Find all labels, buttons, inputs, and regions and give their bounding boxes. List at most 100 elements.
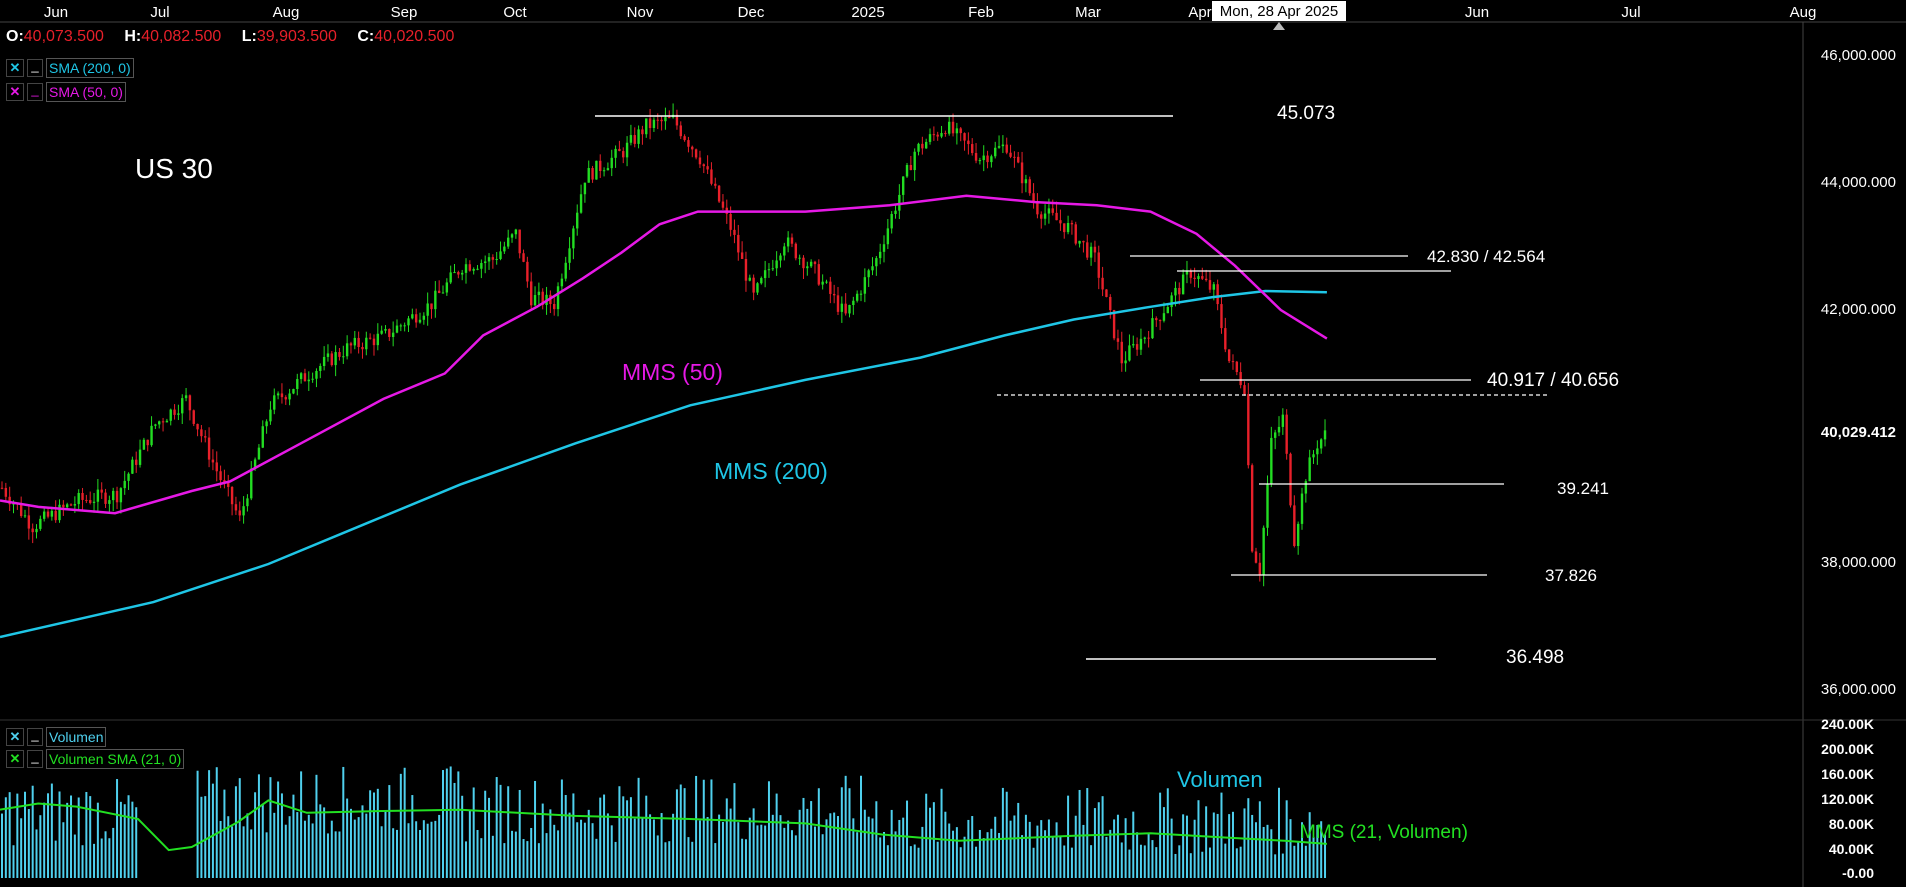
volume-bar [760,824,763,878]
legend-sma50-label[interactable]: SMA (50, 0) [46,82,126,102]
legend-volumen-label[interactable]: Volumen [46,727,107,747]
remove-volumen-sma-icon[interactable]: ✕ [6,750,24,768]
volume-bar [975,846,978,878]
volume-bar [277,781,280,878]
candle-body [12,503,15,505]
remove-sma200-icon[interactable]: ✕ [6,59,24,77]
candle-body [706,166,709,170]
candle-body [1254,551,1258,563]
legend-sma200-label[interactable]: SMA (200, 0) [46,58,134,78]
candle-body [1158,320,1162,322]
candle-body [414,314,418,323]
candle-body [380,330,383,334]
candle-body [1323,430,1327,440]
ohlc-open: 40,073.500 [23,28,104,45]
volume-bar [81,845,84,878]
volume-bar [649,814,652,878]
volume-bar [1051,837,1054,878]
volume-bar [1201,851,1204,878]
volume-bar [1021,835,1024,878]
candle-body [361,347,364,350]
candle-body [821,281,824,285]
volume-bar [1189,853,1192,878]
candle-body [625,142,629,158]
ohlc-readout: O:40,073.500 H:40,082.500 L:39,903.500 C… [6,28,470,46]
candle-body [1109,296,1112,311]
candle-body [1132,344,1135,346]
volume-bar [610,825,613,878]
candle-body [1074,224,1077,244]
candle-body [1250,465,1254,552]
candle-body [518,229,521,254]
hide-volumen-sma-icon[interactable]: _ [27,750,43,768]
candle-body [299,373,303,380]
volume-bar [1143,845,1146,878]
volume-bar [660,813,663,878]
volume-bar [944,811,947,878]
volume-bar [1155,847,1158,878]
volume-bar [215,767,218,878]
volume-bar [415,821,418,878]
candle-body [1162,313,1166,321]
candle-body [721,201,725,208]
remove-volumen-icon[interactable]: ✕ [6,728,24,746]
volume-bar [637,777,640,878]
volume-bar [338,831,341,878]
candle-body [483,261,487,264]
volume-bar [196,770,199,878]
candle-body [1319,439,1323,449]
volume-bar [315,774,318,878]
volume-bar [909,846,912,878]
candle-body [921,143,924,149]
volume-bar [522,839,525,878]
volume-bar [691,841,694,878]
month-label: Mar [1075,4,1101,21]
candle-body [1281,414,1285,427]
volume-bar [852,818,855,878]
volume-bars [1,766,1327,878]
volume-bar [856,832,859,878]
candle-body [963,133,966,141]
hide-sma200-icon[interactable]: _ [27,59,43,77]
candle-body [1028,179,1031,194]
remove-sma50-icon[interactable]: ✕ [6,83,24,101]
volume-bar [917,847,920,878]
candle-body [714,183,717,186]
candle-body [460,272,464,275]
candle-body [27,515,31,529]
candle-body [1166,307,1169,314]
candle-body [89,500,92,503]
hide-volumen-icon[interactable]: _ [27,728,43,746]
volume-bar [599,797,602,878]
candle-body [292,388,295,394]
volume-bar [472,787,475,878]
volume-bar [1270,829,1273,878]
volume-bar [96,802,99,878]
volume-bar [557,830,560,878]
candle-body [967,140,970,145]
candle-body [284,397,287,400]
candle-body [767,269,771,271]
candle-body [303,373,307,382]
volume-bar [43,802,46,878]
candle-body [253,459,257,469]
candle-body [100,489,103,493]
volume-bar [886,845,889,878]
volume-bar [560,779,563,878]
candle-body [92,501,96,503]
legend-volumen-sma-label[interactable]: Volumen SMA (21, 0) [46,749,185,769]
volume-bar [388,785,391,878]
hide-sma50-icon[interactable]: _ [27,83,43,101]
volume-bar [790,830,793,878]
volume-bar [603,794,606,878]
candle-body [1128,345,1131,361]
candle-body [138,449,142,465]
candle-body [1220,304,1223,329]
candle-body [196,423,199,430]
candle-body [1247,394,1250,466]
volume-bar [622,796,625,878]
volume-bar [1040,820,1043,878]
volume-bar [62,822,65,878]
candle-body [269,409,272,422]
